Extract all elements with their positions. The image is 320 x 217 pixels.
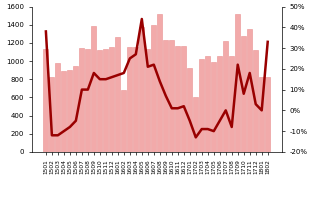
Bar bbox=[205, 56, 210, 152]
Bar bbox=[175, 46, 180, 152]
Bar bbox=[229, 56, 234, 152]
Bar bbox=[235, 14, 240, 152]
Bar bbox=[43, 49, 48, 152]
Bar bbox=[109, 47, 114, 152]
Bar bbox=[85, 49, 91, 152]
Bar bbox=[247, 29, 252, 152]
Bar bbox=[55, 63, 60, 152]
Bar bbox=[181, 46, 186, 152]
Legend: 总产量, 同比: 总产量, 同比 bbox=[100, 216, 179, 217]
Bar bbox=[163, 40, 168, 152]
Bar bbox=[79, 48, 84, 152]
Bar bbox=[217, 56, 222, 152]
Bar bbox=[127, 47, 132, 152]
Bar bbox=[61, 71, 67, 152]
Bar bbox=[241, 36, 246, 152]
Bar bbox=[259, 77, 264, 152]
Bar bbox=[223, 41, 228, 152]
Bar bbox=[73, 66, 78, 152]
Bar bbox=[139, 26, 144, 152]
Bar bbox=[115, 37, 120, 152]
Bar bbox=[97, 50, 102, 152]
Bar bbox=[193, 97, 198, 152]
Bar bbox=[67, 70, 72, 152]
Bar bbox=[199, 59, 204, 152]
Bar bbox=[103, 49, 108, 152]
Bar bbox=[151, 25, 156, 152]
Bar bbox=[169, 40, 174, 152]
Bar bbox=[157, 14, 162, 152]
Bar bbox=[49, 77, 54, 152]
Bar bbox=[133, 47, 138, 152]
Bar bbox=[211, 62, 216, 152]
Bar bbox=[145, 49, 150, 152]
Bar bbox=[187, 68, 192, 152]
Bar bbox=[253, 50, 258, 152]
Bar bbox=[121, 90, 126, 152]
Bar bbox=[265, 77, 270, 152]
Bar bbox=[91, 26, 96, 152]
